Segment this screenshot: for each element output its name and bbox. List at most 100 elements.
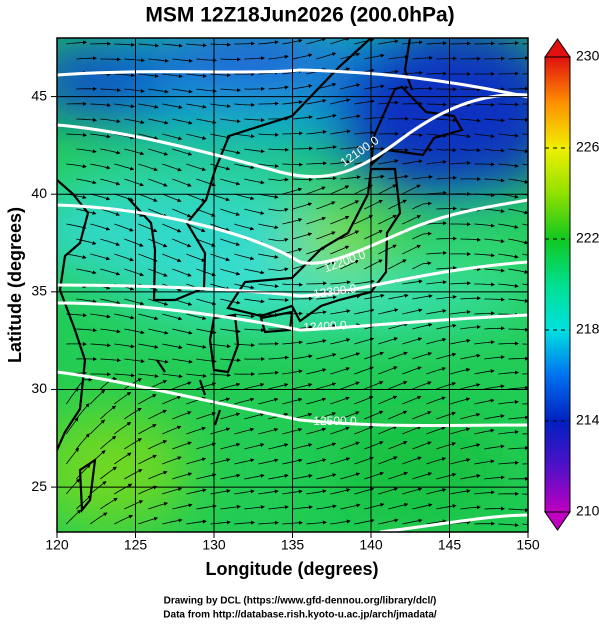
streamline [426, 337, 447, 345]
streamline [172, 503, 193, 510]
streamline [354, 395, 374, 405]
streamline [508, 178, 528, 184]
streamline [124, 328, 145, 335]
streamline [522, 223, 528, 226]
streamline [484, 148, 505, 153]
streamline [196, 412, 217, 420]
streamline [364, 230, 384, 240]
streamline [388, 174, 409, 180]
streamline [220, 298, 241, 305]
streamline [100, 497, 118, 510]
streamline [244, 118, 265, 123]
streamline [378, 184, 397, 195]
streamline [234, 489, 255, 495]
streamline [508, 385, 528, 390]
streamline [450, 338, 471, 345]
streamline [508, 117, 528, 122]
contour-label: 12500.0 [313, 414, 357, 428]
streamline [234, 102, 255, 107]
streamline [522, 253, 528, 256]
streamline [388, 502, 409, 510]
streamline [196, 118, 217, 125]
streamline [66, 447, 80, 465]
streamline [412, 294, 433, 300]
streamline [378, 425, 398, 435]
streamline [196, 442, 217, 450]
streamline [484, 355, 505, 360]
streamline [330, 98, 351, 105]
streamline [162, 518, 183, 525]
streamline [364, 84, 385, 90]
streamline [90, 343, 111, 348]
streamline [354, 366, 374, 375]
streamline [412, 441, 432, 450]
streamline [186, 457, 207, 465]
streamline [220, 382, 241, 390]
streamline [340, 145, 361, 150]
streamline [234, 313, 255, 319]
streamline [148, 238, 168, 248]
streamline [124, 358, 145, 364]
streamline [148, 268, 168, 277]
streamline [522, 403, 528, 405]
streamline [316, 113, 337, 120]
streamline [388, 471, 408, 480]
streamline [220, 178, 241, 186]
streamline [316, 201, 336, 210]
streamline [100, 405, 117, 420]
streamline [330, 215, 350, 225]
streamline [114, 452, 132, 465]
streamline [306, 186, 326, 195]
streamline [412, 201, 432, 210]
streamline [378, 159, 399, 165]
streamline [66, 132, 87, 137]
streamline [402, 40, 423, 45]
streamline [100, 358, 121, 363]
streamline [234, 163, 255, 170]
streamline [330, 396, 350, 405]
streamline [148, 148, 169, 156]
streamline [292, 177, 313, 182]
streamline [316, 473, 337, 480]
streamline [402, 487, 423, 495]
streamline [412, 147, 433, 152]
streamline [522, 433, 528, 435]
streamline [100, 118, 121, 124]
streamline [162, 73, 183, 79]
streamline [412, 323, 433, 330]
streamline [474, 311, 495, 316]
streamline [100, 298, 121, 305]
streamline [138, 313, 159, 321]
streamline [196, 382, 217, 390]
streamline [138, 394, 157, 405]
streamline [378, 39, 399, 45]
streamline [172, 472, 193, 480]
streamline [450, 397, 471, 405]
streamline [162, 456, 182, 465]
streamline [244, 412, 265, 420]
streamline [292, 202, 313, 210]
streamline [162, 343, 183, 350]
streamline [426, 426, 446, 435]
streamline [124, 407, 142, 420]
streamline [292, 474, 313, 480]
streamline [268, 147, 289, 152]
streamline [66, 478, 81, 495]
streamline [90, 193, 111, 201]
streamline [316, 260, 336, 270]
streamline [148, 178, 168, 187]
streamline [412, 231, 432, 240]
streamline [330, 129, 351, 135]
streamline [138, 223, 158, 233]
streamline [388, 293, 409, 300]
colorbar-arrow [544, 38, 571, 58]
streamline [162, 253, 182, 263]
streamline [76, 495, 92, 510]
streamline [172, 88, 193, 94]
streamline [364, 380, 384, 390]
streamline [354, 425, 374, 435]
streamline [76, 148, 97, 154]
streamline [76, 117, 97, 122]
colorbar-segment [545, 421, 570, 467]
streamline [498, 370, 519, 375]
